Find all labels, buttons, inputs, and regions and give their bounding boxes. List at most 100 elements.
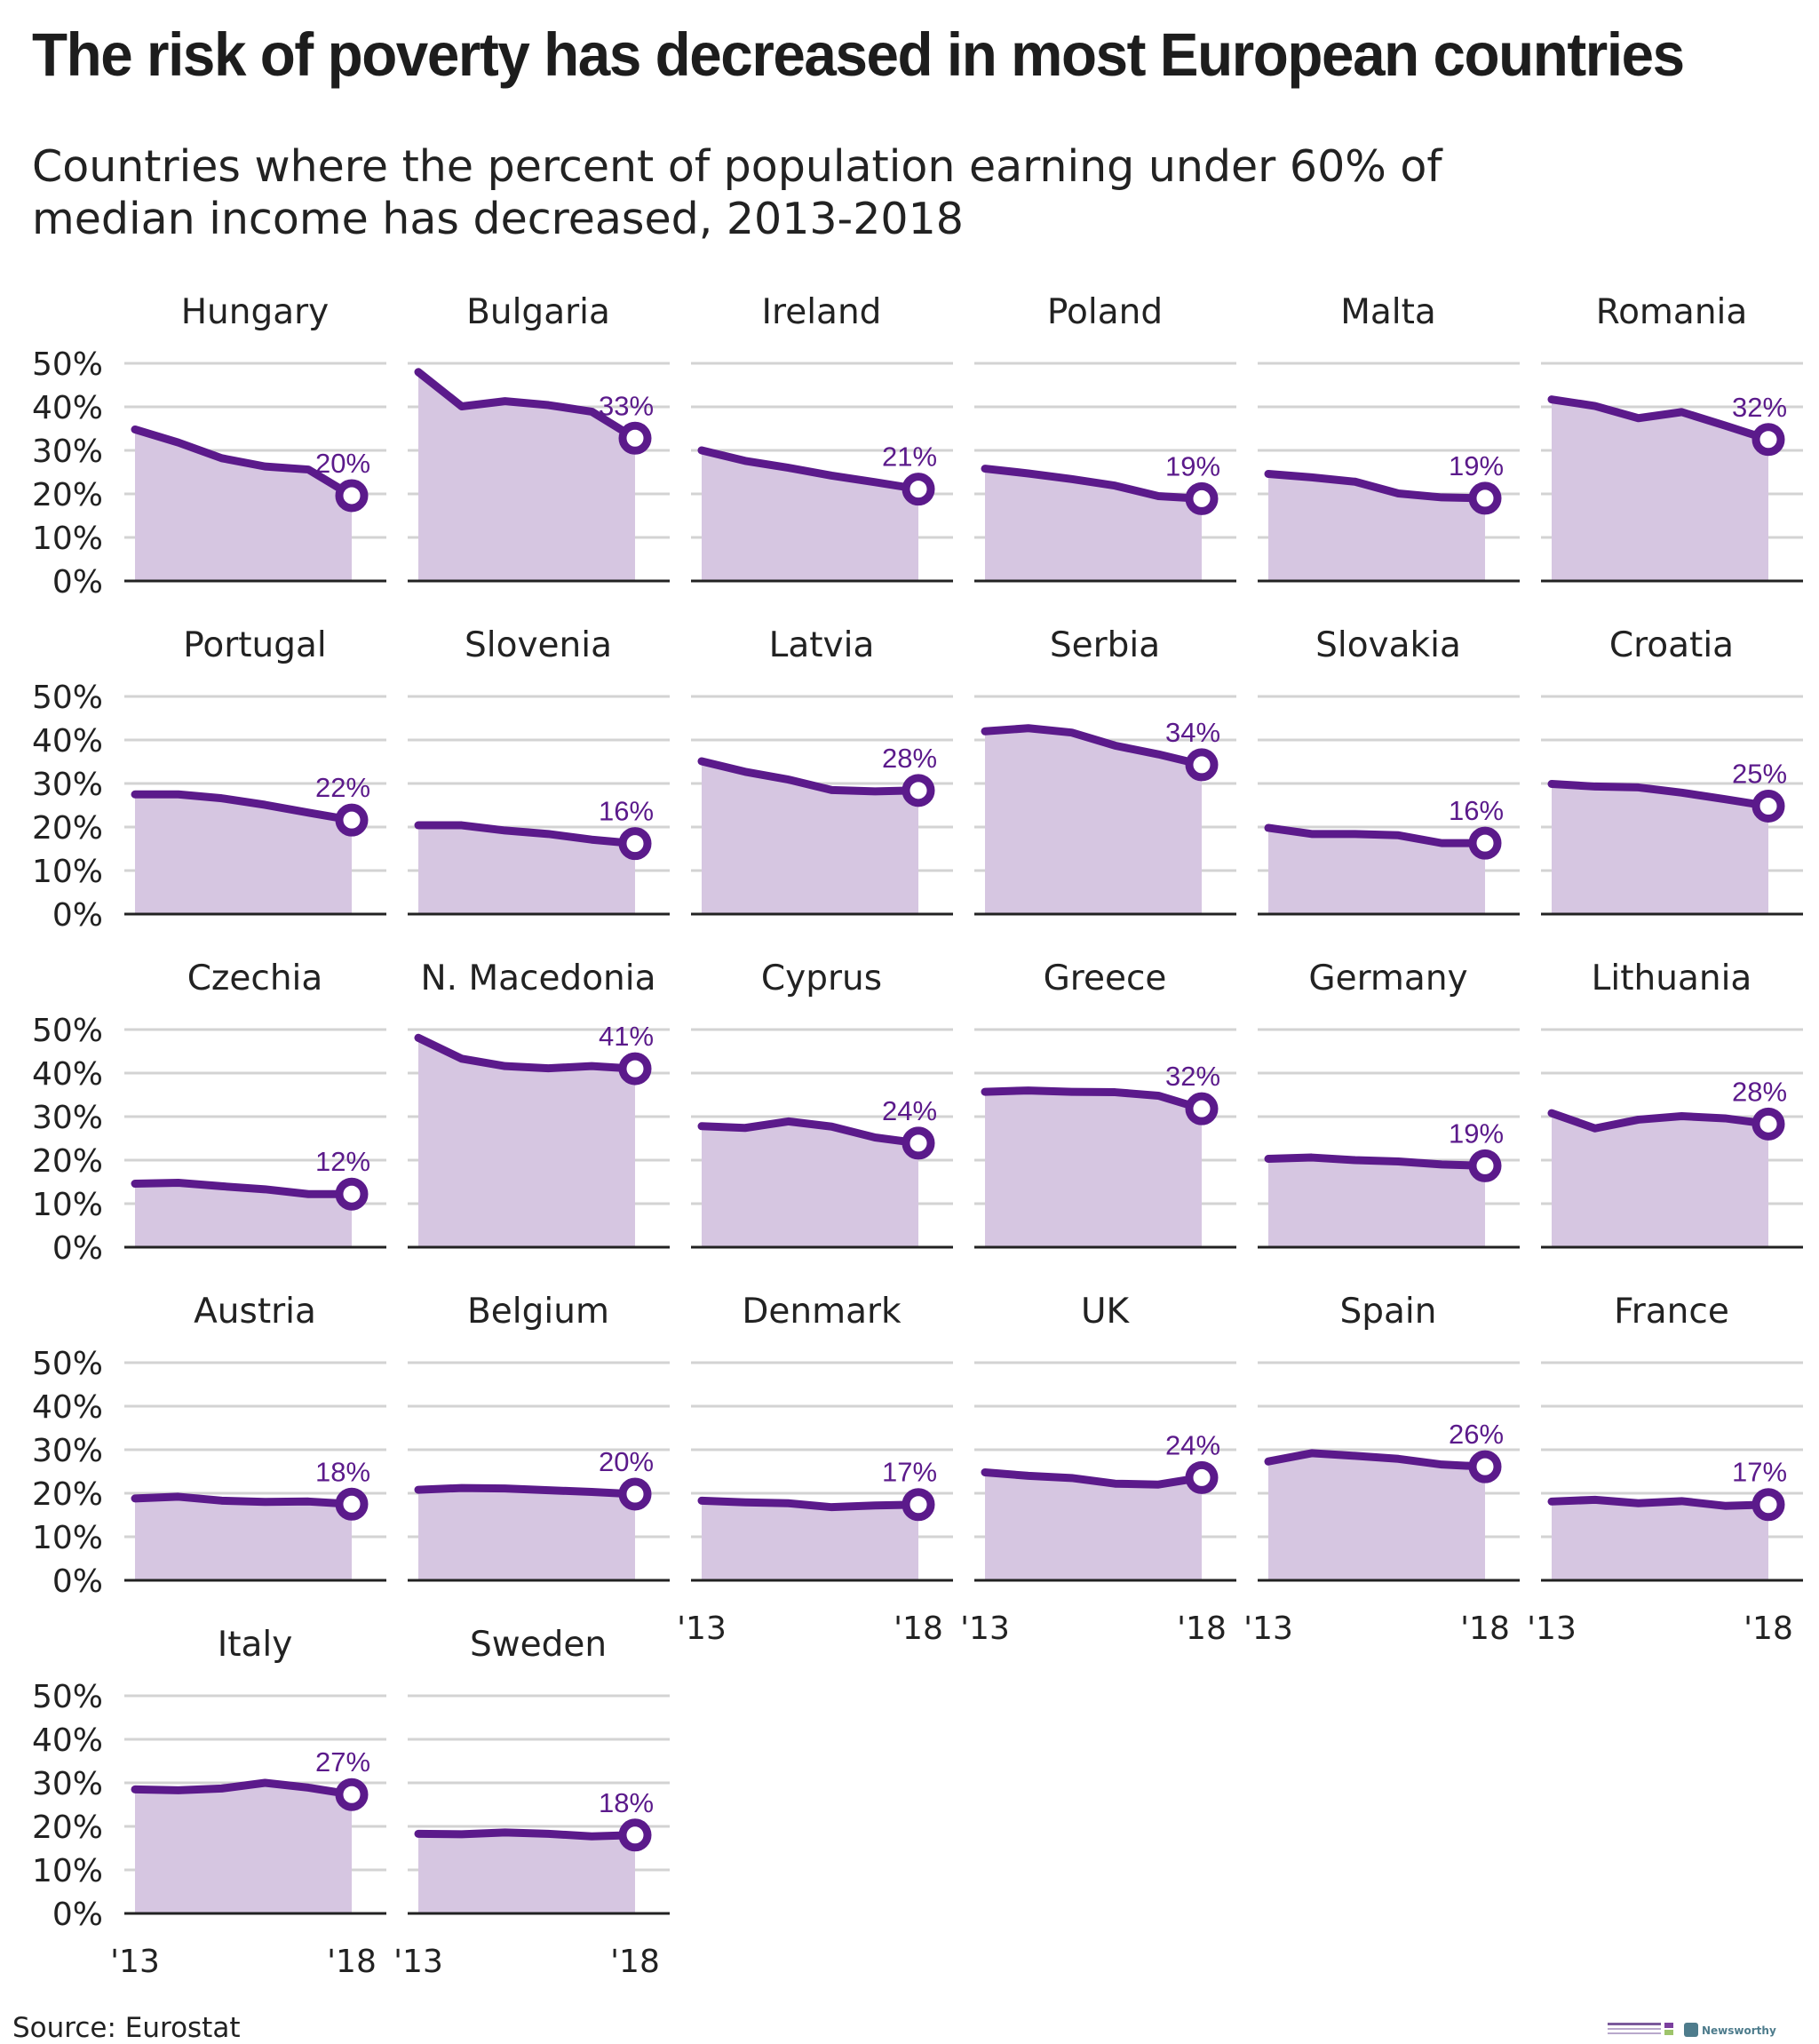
country-name: N. Macedonia: [420, 958, 655, 998]
end-point-marker: [902, 1488, 935, 1522]
end-point-marker: [335, 1177, 369, 1211]
country-name: Germany: [1308, 958, 1467, 998]
end-value-label: 32%: [1165, 1061, 1220, 1092]
end-point-marker: [1185, 1460, 1219, 1494]
country-name: Austria: [194, 1292, 316, 1332]
series-line: [414, 368, 639, 442]
area-fill: [418, 825, 635, 914]
end-value-label: 27%: [315, 1746, 370, 1778]
end-value-label: 33%: [599, 390, 654, 421]
series-line: [131, 425, 356, 500]
country-name: Sweden: [470, 1625, 607, 1665]
end-point-marker: [1468, 481, 1502, 515]
country-name: Croatia: [1609, 625, 1734, 665]
area-fill: [702, 1121, 918, 1247]
country-name: Malta: [1340, 292, 1436, 332]
y-tick-label: 10%: [32, 521, 103, 557]
y-tick-label: 30%: [32, 1433, 103, 1469]
country-name: Greece: [1044, 958, 1167, 998]
area-fill: [135, 1496, 352, 1580]
series-line: [697, 1117, 923, 1148]
y-tick-label: 30%: [32, 767, 103, 803]
series-line: [414, 1483, 639, 1499]
end-value-label: 28%: [882, 743, 937, 774]
chart-subtitle: Countries where the percent of populatio…: [32, 141, 1442, 244]
country-name: Czechia: [187, 958, 323, 998]
series-line: [414, 821, 639, 848]
y-tick-label: 30%: [32, 1100, 103, 1136]
end-point-marker: [1468, 826, 1502, 860]
x-tick-label: '13: [1527, 1611, 1577, 1647]
y-tick-label: 20%: [32, 1809, 103, 1846]
series-line: [981, 1086, 1206, 1113]
y-tick-label: 20%: [32, 810, 103, 847]
y-tick-label: 40%: [32, 1722, 103, 1759]
end-value-label: 21%: [882, 441, 937, 473]
series-line: [131, 1178, 356, 1198]
area-fill: [985, 728, 1202, 914]
area-fill: [1552, 399, 1768, 581]
end-point-marker: [1468, 1149, 1502, 1182]
x-tick-label: '13: [393, 1944, 443, 1980]
end-point-marker: [335, 479, 369, 513]
y-tick-label: 50%: [32, 1013, 103, 1049]
area-fill: [702, 1500, 918, 1580]
end-value-label: 24%: [1165, 1429, 1220, 1460]
area-fill: [702, 761, 918, 914]
y-tick-label: 20%: [32, 1143, 103, 1180]
end-value-label: 12%: [315, 1146, 370, 1177]
y-tick-label: 40%: [32, 1056, 103, 1093]
series-line: [981, 1467, 1206, 1489]
y-tick-label: 10%: [32, 1520, 103, 1556]
area-fill: [1268, 827, 1485, 914]
series-line: [697, 757, 923, 796]
end-point-marker: [902, 1126, 935, 1160]
end-value-label: 25%: [1732, 758, 1787, 789]
end-value-label: 18%: [315, 1456, 370, 1487]
end-point-marker: [1185, 748, 1219, 782]
y-tick-label: 10%: [32, 1853, 103, 1889]
country-name: Bulgaria: [466, 292, 610, 332]
series-line: [1264, 469, 1489, 503]
country-name: France: [1614, 1292, 1729, 1332]
series-line: [131, 790, 356, 824]
y-tick-label: 20%: [32, 1476, 103, 1513]
end-value-label: 34%: [1165, 717, 1220, 748]
series-line: [1264, 1153, 1489, 1170]
y-tick-label: 40%: [32, 1389, 103, 1426]
series-line: [1547, 1109, 1773, 1133]
end-value-label: 19%: [1165, 450, 1220, 481]
x-tick-label: '18: [1177, 1611, 1227, 1647]
end-point-marker: [1185, 1092, 1219, 1125]
area-fill: [135, 429, 352, 581]
area-fill: [418, 1038, 635, 1247]
chart-title: The risk of poverty has decreased in mos…: [32, 20, 1685, 89]
y-tick-label: 10%: [32, 1187, 103, 1223]
y-tick-label: 20%: [32, 477, 103, 513]
newsworthy-logo: Newsworthy: [1684, 2023, 1776, 2037]
country-name: Spain: [1340, 1292, 1437, 1332]
y-tick-label: 0%: [52, 1897, 103, 1933]
end-point-marker: [902, 774, 935, 807]
end-value-label: 16%: [1449, 795, 1504, 826]
country-name: Serbia: [1050, 625, 1160, 665]
series-line: [414, 1828, 639, 1841]
country-name: Lithuania: [1592, 958, 1752, 998]
country-name: Romania: [1596, 292, 1748, 332]
area-fill: [1268, 1452, 1485, 1580]
series-line: [414, 1033, 639, 1073]
series-line: [131, 1492, 356, 1508]
end-point-marker: [1751, 1488, 1785, 1522]
end-point-marker: [1185, 481, 1219, 515]
newsworthy-wordmark: Newsworthy: [1702, 2024, 1776, 2037]
country-name: Latvia: [769, 625, 875, 665]
end-value-label: 17%: [882, 1457, 937, 1488]
series-line: [1547, 779, 1773, 810]
end-value-label: 32%: [1732, 392, 1787, 423]
country-name: Ireland: [762, 292, 882, 332]
series-line: [1264, 1449, 1489, 1471]
series-line: [697, 446, 923, 494]
area-fill: [985, 1090, 1202, 1247]
series-line: [1264, 823, 1489, 847]
x-tick-label: '13: [677, 1611, 727, 1647]
